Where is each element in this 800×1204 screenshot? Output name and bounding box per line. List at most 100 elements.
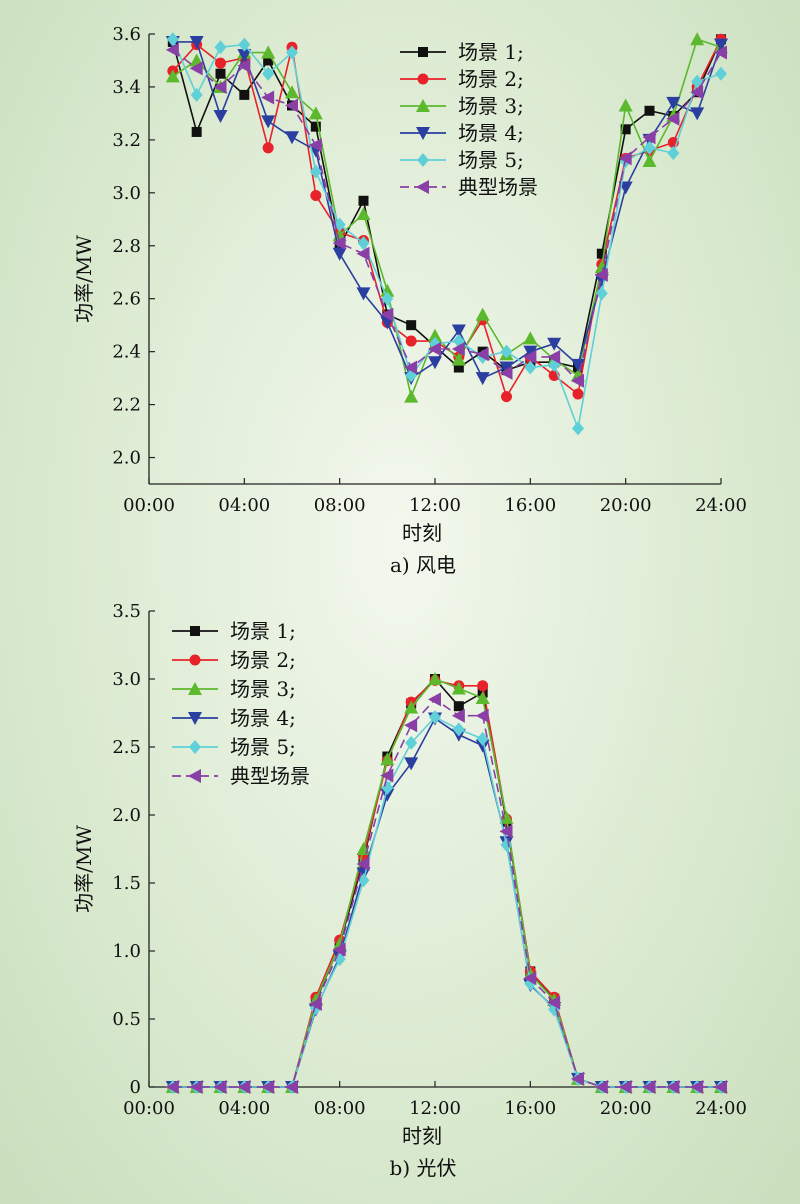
data-point <box>595 286 608 301</box>
data-point <box>380 768 394 783</box>
data-point <box>285 85 299 99</box>
data-point <box>308 138 322 153</box>
solar-power-chart: 0 0.5 1.0 1.5 2.0 2.5 3.0 3.5 00:00 04:00 08:00 12:… <box>72 601 747 1180</box>
data-point <box>451 324 466 338</box>
legend-label: 场景 1; <box>458 40 524 64</box>
y-tick-label: 2.8 <box>112 236 141 257</box>
data-point <box>523 345 538 359</box>
legend-marker <box>416 180 429 194</box>
legend-marker <box>188 712 202 725</box>
data-point <box>499 365 513 380</box>
y-tick-label: 1.0 <box>112 941 141 962</box>
data-point <box>618 1080 632 1094</box>
data-point <box>215 68 226 79</box>
data-point <box>405 335 417 347</box>
data-point <box>238 37 251 52</box>
legend-marker <box>417 73 429 85</box>
legend: 场景 1; 场景 2; 场景 3; 场景 4; 场景 5; 典型场景 <box>172 619 310 788</box>
x-tick-label: 00:00 <box>123 1098 175 1119</box>
data-point <box>642 154 657 168</box>
y-tick-label: 3.6 <box>112 24 141 45</box>
legend-marker <box>190 626 200 636</box>
series-line <box>172 49 722 383</box>
x-tick-label: 12:00 <box>409 1098 461 1119</box>
y-tick-label: 3.2 <box>112 130 141 151</box>
data-point <box>165 69 180 83</box>
data-point <box>404 389 419 403</box>
y-tick-label: 3.0 <box>112 183 141 204</box>
data-point <box>524 360 537 375</box>
y-axis-title: 功率/MW <box>72 825 96 913</box>
data-point <box>453 362 464 373</box>
data-point <box>428 342 441 356</box>
data-point <box>165 1080 179 1094</box>
data-point <box>451 342 465 356</box>
data-point <box>380 283 395 297</box>
legend-label: 场景 1; <box>230 619 296 643</box>
x-tick-label: 24:00 <box>695 1098 747 1119</box>
legend-marker <box>189 740 201 754</box>
legend-marker <box>417 153 429 167</box>
data-point <box>381 291 394 306</box>
x-tick-label: 08:00 <box>314 495 366 516</box>
x-tick-label: 12:00 <box>409 495 461 516</box>
data-point <box>594 1080 608 1094</box>
legend-marker <box>418 47 428 57</box>
data-point <box>643 140 656 155</box>
data-point <box>310 121 321 132</box>
series-line <box>172 41 722 380</box>
data-point <box>263 55 274 66</box>
data-point <box>690 1080 704 1094</box>
legend-label: 场景 2; <box>230 648 296 672</box>
data-point <box>452 722 465 737</box>
data-point <box>642 130 656 145</box>
data-point <box>261 90 275 105</box>
data-point <box>332 942 346 957</box>
data-point <box>285 1080 298 1094</box>
legend-marker <box>189 654 201 666</box>
legend: 场景 1; 场景 2; 场景 3; 场景 4; 场景 5; 典型场景 <box>400 40 538 199</box>
data-point <box>239 89 250 100</box>
data-point <box>714 45 727 60</box>
legend-label: 场景 2; <box>458 67 524 91</box>
data-point <box>213 110 228 124</box>
data-point <box>237 49 252 63</box>
data-point <box>572 388 584 400</box>
data-point <box>215 57 226 69</box>
data-point <box>715 66 727 81</box>
data-point <box>594 267 608 282</box>
data-point <box>262 66 275 81</box>
data-point <box>477 680 489 692</box>
y-tick-label: 2.0 <box>112 448 141 469</box>
data-point <box>261 1080 275 1094</box>
series-line <box>172 38 722 372</box>
x-axis-title: 时刻 <box>402 1124 442 1148</box>
data-point <box>406 320 417 331</box>
x-tick-label: 04:00 <box>218 1098 270 1119</box>
data-point <box>404 718 418 733</box>
data-point <box>356 856 370 871</box>
data-point <box>285 131 299 145</box>
data-point <box>667 146 680 161</box>
y-tick-label: 2.5 <box>112 737 141 758</box>
data-point <box>358 195 369 206</box>
legend-marker <box>416 127 430 140</box>
y-tick-label: 3.5 <box>112 601 141 622</box>
data-point <box>332 236 346 251</box>
chart-caption: a) 风电 <box>390 553 456 577</box>
data-point <box>404 700 419 714</box>
data-point <box>618 98 633 112</box>
data-point <box>451 352 466 366</box>
data-point <box>429 710 441 725</box>
legend-label: 典型场景 <box>230 764 310 788</box>
data-point <box>475 372 490 386</box>
data-point <box>166 32 179 47</box>
data-point <box>261 115 276 129</box>
data-point <box>571 358 585 372</box>
series-6 <box>165 42 727 388</box>
y-axis-title: 功率/MW <box>72 235 96 323</box>
data-point <box>476 731 489 746</box>
data-point <box>571 373 584 388</box>
data-point <box>547 337 562 351</box>
